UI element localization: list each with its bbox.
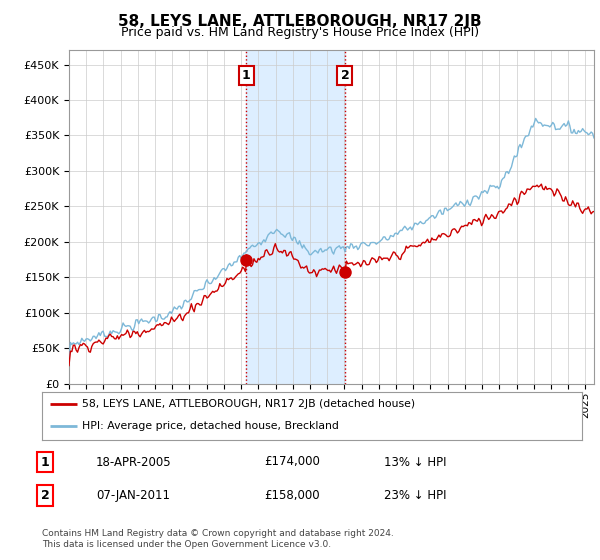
Bar [246,50,345,384]
Text: 2: 2 [41,489,49,502]
Text: Contains HM Land Registry data © Crown copyright and database right 2024.
This d: Contains HM Land Registry data © Crown c… [42,529,394,549]
Text: £158,000: £158,000 [264,489,320,502]
Text: 2: 2 [341,69,349,82]
Text: 18-APR-2005: 18-APR-2005 [96,455,172,469]
Text: 1: 1 [41,455,49,469]
Text: HPI: Average price, detached house, Breckland: HPI: Average price, detached house, Brec… [83,421,340,431]
Text: 13% ↓ HPI: 13% ↓ HPI [384,455,446,469]
Text: 58, LEYS LANE, ATTLEBOROUGH, NR17 2JB (detached house): 58, LEYS LANE, ATTLEBOROUGH, NR17 2JB (d… [83,399,416,409]
Text: 23% ↓ HPI: 23% ↓ HPI [384,489,446,502]
Text: Price paid vs. HM Land Registry's House Price Index (HPI): Price paid vs. HM Land Registry's House … [121,26,479,39]
Text: 58, LEYS LANE, ATTLEBOROUGH, NR17 2JB: 58, LEYS LANE, ATTLEBOROUGH, NR17 2JB [118,14,482,29]
Text: £174,000: £174,000 [264,455,320,469]
Text: 1: 1 [242,69,251,82]
Text: 07-JAN-2011: 07-JAN-2011 [96,489,170,502]
